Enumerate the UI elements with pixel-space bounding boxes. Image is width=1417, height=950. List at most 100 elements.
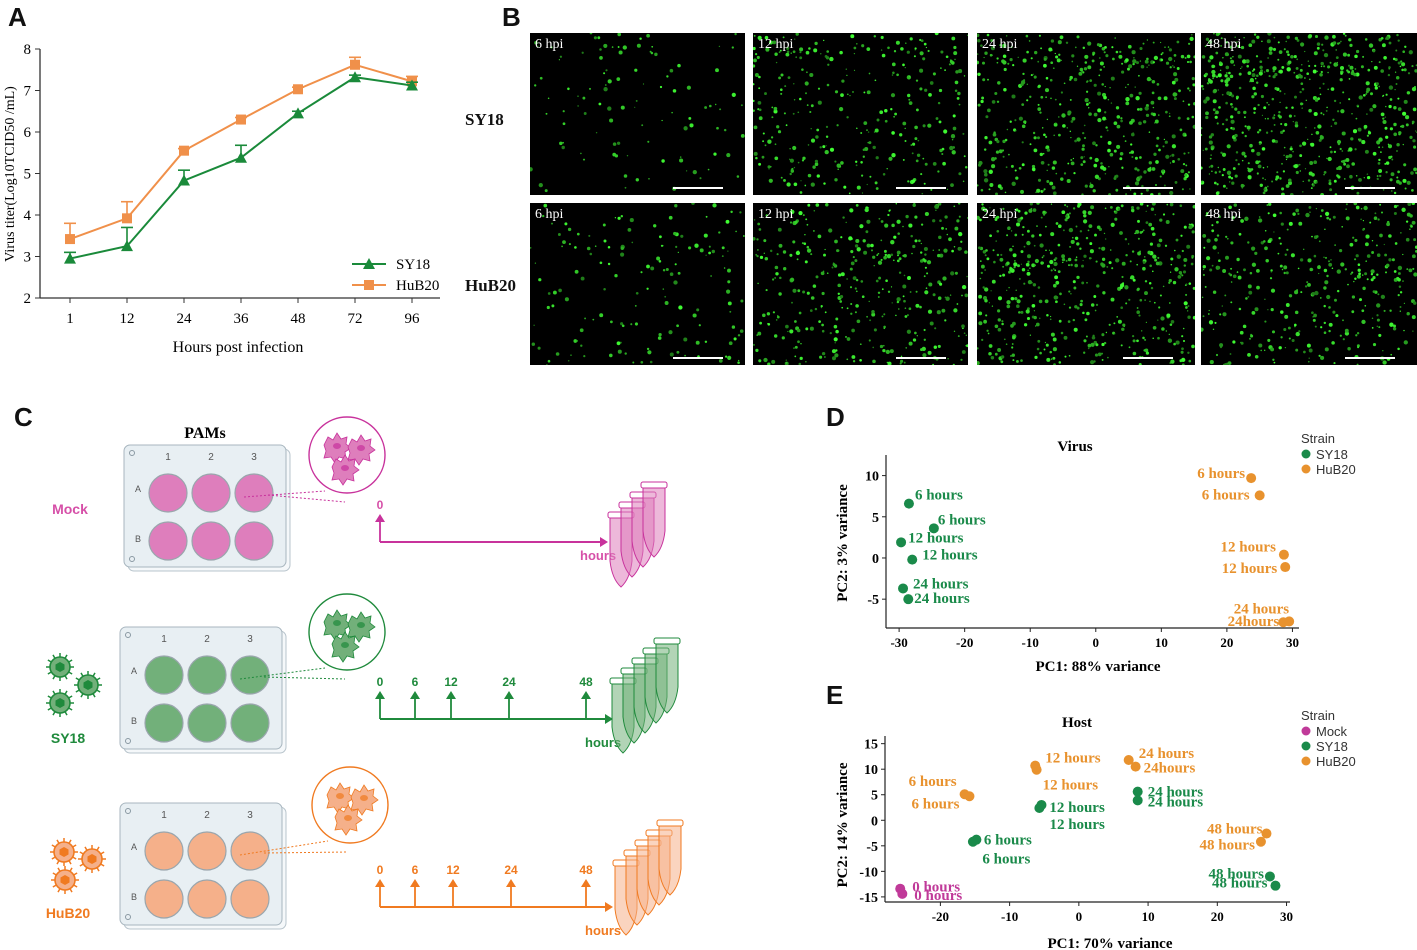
- timepoint-label: 12 hpi: [758, 37, 794, 52]
- plate-row-label: B: [135, 534, 141, 544]
- y-tick-label: 3: [24, 250, 32, 266]
- series-line-sy18: [69, 76, 413, 260]
- timeline-tick-label: 12: [444, 675, 458, 689]
- legend-marker: [363, 258, 375, 269]
- plate-well: [187, 879, 227, 919]
- micrograph-sy18-24-hpi: 24 hpi: [977, 33, 1195, 195]
- plate-well: [234, 473, 274, 513]
- sample-tube-icon: [642, 486, 666, 558]
- y-axis-label: Virus titer(Log10TCID50 /mL): [3, 86, 18, 262]
- timeline-tick-label: 12: [446, 863, 460, 877]
- timeline-axis-label: hours: [585, 735, 621, 750]
- data-point-sy18: [1264, 871, 1275, 882]
- cell-nucleus-icon: [357, 445, 365, 451]
- timeline-tick-arrow: [375, 514, 385, 522]
- x-tick-label: 48: [291, 311, 306, 327]
- scale-bar: [673, 187, 723, 189]
- y-tick-label: -5: [867, 593, 879, 608]
- data-point-hub20: [1255, 836, 1266, 847]
- data-point-mock: [897, 888, 908, 899]
- legend-label-hub20: HuB20: [1316, 754, 1356, 769]
- data-point-sy18: [903, 498, 914, 509]
- y-tick-label: 0: [872, 552, 879, 567]
- timepoint-label: 24 hpi: [982, 37, 1018, 52]
- plate-column-label: 3: [247, 810, 253, 821]
- micrograph-hub20-6-hpi: 6 hpi: [530, 203, 745, 365]
- group-label-mock: Mock: [52, 501, 88, 517]
- data-point-hub20: [1031, 764, 1042, 775]
- plate-row-label: A: [131, 666, 137, 676]
- y-tick-label: 5: [872, 511, 879, 526]
- legend-marker: [364, 280, 374, 290]
- tube-cap-icon: [656, 819, 684, 827]
- zoom-circle: [308, 416, 386, 494]
- micrograph-sy18-48-hpi: 48 hpi: [1201, 33, 1417, 195]
- plate-column-label: 1: [161, 634, 167, 645]
- cell-nucleus-icon: [344, 815, 352, 821]
- y-axis-label: PC2: 3% variance: [835, 484, 851, 602]
- point-label: 48 hours: [1208, 866, 1264, 882]
- plate-column-label: 2: [204, 634, 210, 645]
- legend-label-hub20: HuB20: [396, 278, 439, 294]
- point-label: 0 hours: [912, 880, 960, 896]
- data-point-hub20: [179, 145, 189, 156]
- x-axis-label: PC1: 88% variance: [1036, 659, 1161, 675]
- zoom-line: [243, 490, 326, 498]
- plate-well: [144, 879, 184, 919]
- x-tick-label: -10: [1001, 909, 1018, 924]
- timepoint-label: 48 hpi: [1206, 37, 1242, 52]
- plate-well: [230, 831, 270, 871]
- point-label: 6 hours: [982, 852, 1030, 868]
- plate-well: [144, 831, 184, 871]
- chart-title: Virus: [1057, 439, 1092, 455]
- zoom-circle: [311, 766, 389, 844]
- x-tick-label: 0: [1093, 635, 1100, 650]
- data-point-sy18: [928, 523, 939, 534]
- timeline-axis-label: hours: [580, 548, 616, 563]
- x-tick-label: 72: [348, 311, 363, 327]
- x-tick-label: 10: [1155, 635, 1168, 650]
- plate-title: PAMs: [184, 425, 225, 442]
- micrograph-hub20-24-hpi: 24 hpi: [977, 203, 1195, 365]
- data-point-hub20: [1278, 549, 1289, 560]
- plate-corner-mark: [125, 632, 131, 638]
- zoom-line: [267, 494, 346, 503]
- x-tick-label: 10: [1142, 909, 1155, 924]
- y-tick-label: 2: [24, 291, 32, 307]
- legend-marker: [1301, 464, 1311, 474]
- growth-curve-chart: 2 3 4 5 6 7 8 1 12 24 36 48 72 96 Hours post infection…: [3, 42, 440, 356]
- panel-letter-b: B: [502, 2, 521, 32]
- data-point-hub20: [350, 59, 360, 70]
- timeline-tick-label: 0: [377, 863, 384, 877]
- x-tick-label: 0: [1076, 909, 1083, 924]
- x-tick-label: 12: [120, 311, 135, 327]
- timeline-tick-arrow: [581, 879, 591, 887]
- scale-bar: [896, 187, 946, 189]
- plate-column-label: 2: [208, 452, 214, 463]
- data-point-hub20: [1123, 755, 1134, 766]
- point-label: 48 hours: [1207, 822, 1263, 838]
- plate-well: [234, 521, 274, 561]
- zoom-line: [239, 840, 329, 856]
- plate-corner-mark: [129, 556, 135, 562]
- y-tick-label: 6: [24, 125, 32, 141]
- tube-cap-icon: [640, 481, 668, 489]
- legend-label-hub20: HuB20: [1316, 462, 1356, 477]
- data-point-hub20: [122, 213, 132, 224]
- plate-corner-mark: [125, 914, 131, 920]
- point-label: 12 hours: [908, 530, 964, 546]
- timeline-tick-arrow: [504, 691, 514, 699]
- plate-row-label: B: [131, 716, 137, 726]
- tube-cap-icon: [653, 637, 681, 645]
- data-point-sy18: [1132, 795, 1143, 806]
- timepoint-label: 12 hpi: [758, 207, 794, 222]
- panel-letter-a: A: [8, 2, 27, 32]
- plate-well: [148, 521, 188, 561]
- zoom-circle: [308, 593, 386, 671]
- plate-row-label: A: [131, 842, 137, 852]
- data-point-hub20: [1280, 562, 1291, 573]
- microscopy-row-label-hub20: HuB20: [465, 276, 517, 295]
- timeline-tick-label: 6: [412, 675, 419, 689]
- pca-virus-chart: 10 5 0 -5 -30 -20 -10 0 10 20 30 Virus PC1: 88% vari…: [835, 431, 1356, 675]
